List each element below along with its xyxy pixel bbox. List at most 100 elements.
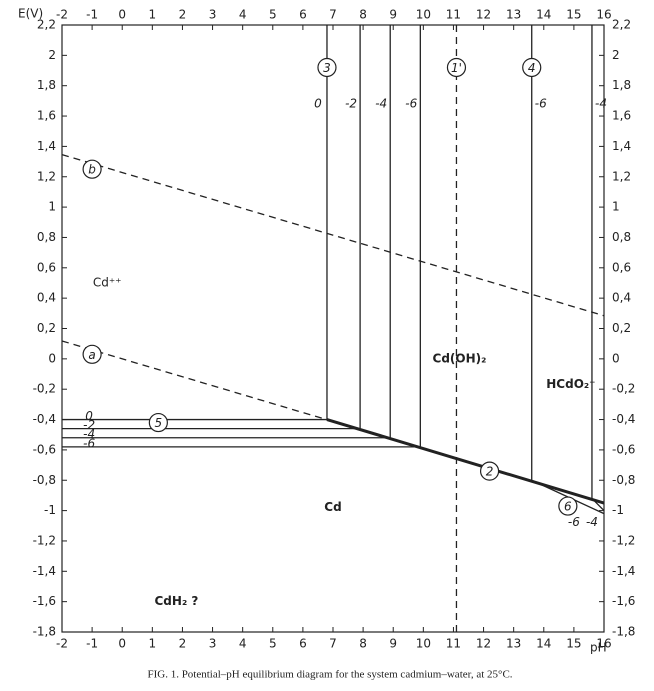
y-tick-label: -0,4 (612, 412, 635, 426)
x-tick-label: 1 (149, 8, 157, 22)
y-tick-label: 1 (48, 200, 56, 214)
x-tick-label: 11 (446, 8, 461, 22)
x-tick-label: 13 (506, 637, 521, 651)
y-tick-label: 1,6 (612, 109, 631, 123)
y-tick-label: 0,4 (612, 291, 631, 305)
y-tick-label: 0,2 (37, 321, 56, 335)
y-tick-label: 1,2 (612, 169, 631, 183)
x-tick-label: -1 (86, 8, 98, 22)
y-tick-label: -1 (612, 503, 624, 517)
concentration-label: 0 (314, 96, 322, 110)
label-circle (317, 57, 337, 78)
y-tick-label: 1 (612, 200, 620, 214)
y-tick-label: 0,2 (612, 321, 631, 335)
caption: FIG. 1. Potential–pH equilibrium diagram… (147, 669, 512, 681)
x-tick-label: 8 (359, 8, 367, 22)
y-tick-label: -1,8 (33, 625, 56, 639)
y-tick-label: -0,8 (612, 473, 635, 487)
x-tick-label: 16 (596, 8, 611, 22)
y-tick-label: 0,6 (37, 260, 56, 274)
circled-label: 2 (486, 465, 494, 479)
concentration-label: -6 (83, 436, 95, 450)
y-tick-label: 0,8 (612, 230, 631, 244)
x-tick-label: 5 (269, 637, 277, 651)
y-tick-label: 1,4 (37, 139, 56, 153)
x-tick-label: -2 (56, 8, 68, 22)
x-tick-label: 6 (299, 8, 307, 22)
y-tick-label: 1,2 (37, 169, 56, 183)
y-tick-label: 2,2 (612, 18, 631, 32)
region-label: CdH₂ ? (155, 594, 199, 608)
y-tick-label: 1,6 (37, 109, 56, 123)
circled-label: 1' (451, 61, 462, 75)
y-tick-label: -0,2 (33, 382, 56, 396)
y-tick-label: -0,4 (33, 412, 56, 426)
circled-label: a (88, 348, 95, 362)
equilibrium-line (591, 498, 605, 512)
concentration-label: -6 (568, 515, 580, 529)
circled-label: b (88, 163, 96, 177)
x-tick-label: 13 (506, 8, 521, 22)
circled-label: 5 (155, 416, 163, 430)
x-tick-label: 11 (446, 637, 461, 651)
region-label: HCdO₂⁻ (546, 377, 595, 391)
x-tick-label: 2 (179, 637, 187, 651)
region-label: Cd⁺⁺ (93, 275, 122, 289)
concentration-label: -4 (375, 96, 387, 110)
circled-label: 4 (528, 61, 536, 75)
y-tick-label: -0,2 (612, 382, 635, 396)
region-label: Cd (324, 500, 341, 514)
x-tick-label: 12 (476, 637, 491, 651)
x-tick-label: 15 (566, 637, 581, 651)
x-tick-label: 9 (389, 8, 397, 22)
x-tick-label: 0 (118, 637, 126, 651)
x-tick-label: 7 (329, 8, 337, 22)
concentration-label: -2 (83, 418, 95, 432)
circled-label: 6 (564, 500, 572, 514)
y-tick-label: -1,6 (612, 594, 635, 608)
equilibrium-line (326, 418, 605, 505)
y-tick-label: 1,8 (612, 78, 631, 92)
y-tick-label: 0 (48, 351, 56, 365)
label-circle (82, 344, 102, 364)
region-label: Cd(OH)₂ (433, 351, 487, 365)
x-tick-label: 16 (596, 637, 611, 651)
x-tick-label: 1 (149, 637, 157, 651)
y-tick-label: 1,4 (612, 139, 631, 153)
x-tick-label: 14 (536, 8, 551, 22)
x-tick-label: 3 (209, 8, 217, 22)
y-tick-label: 0,8 (37, 230, 56, 244)
concentration-label: -2 (345, 96, 357, 110)
y-tick-label: 1,8 (37, 78, 56, 92)
x-tick-label: 10 (416, 637, 431, 651)
label-circle (446, 57, 467, 78)
y-tick-label: -1 (44, 503, 56, 517)
x-tick-label: 4 (239, 8, 247, 22)
concentration-label: 0 (85, 409, 93, 423)
y-tick-label: -1,4 (33, 564, 56, 578)
x-tick-label: 15 (566, 8, 581, 22)
label-circle (479, 461, 500, 481)
y-tick-label: -0,8 (33, 473, 56, 487)
x-tick-label: 6 (299, 637, 307, 651)
y-tick-label: -1,4 (612, 564, 635, 578)
y-tick-label: 0 (612, 351, 620, 365)
x-tick-label: 3 (209, 637, 217, 651)
y-tick-label: 2,2 (37, 18, 56, 32)
concentration-label: -6 (535, 96, 547, 110)
y-tick-label: 0,4 (37, 291, 56, 305)
x-tick-label: 5 (269, 8, 277, 22)
circled-label: 3 (323, 61, 331, 75)
x-tick-label: 8 (359, 637, 367, 651)
concentration-label: -4 (586, 515, 598, 529)
x-tick-label: 9 (389, 637, 397, 651)
x-tick-label: -1 (86, 637, 98, 651)
x-tick-label: -2 (56, 637, 68, 651)
y-tick-label: -1,8 (612, 625, 635, 639)
concentration-label: -4 (595, 96, 607, 110)
label-circle (558, 496, 578, 516)
label-circle (522, 57, 542, 78)
label-circle (82, 159, 102, 179)
y-tick-label: -1,2 (612, 533, 635, 547)
